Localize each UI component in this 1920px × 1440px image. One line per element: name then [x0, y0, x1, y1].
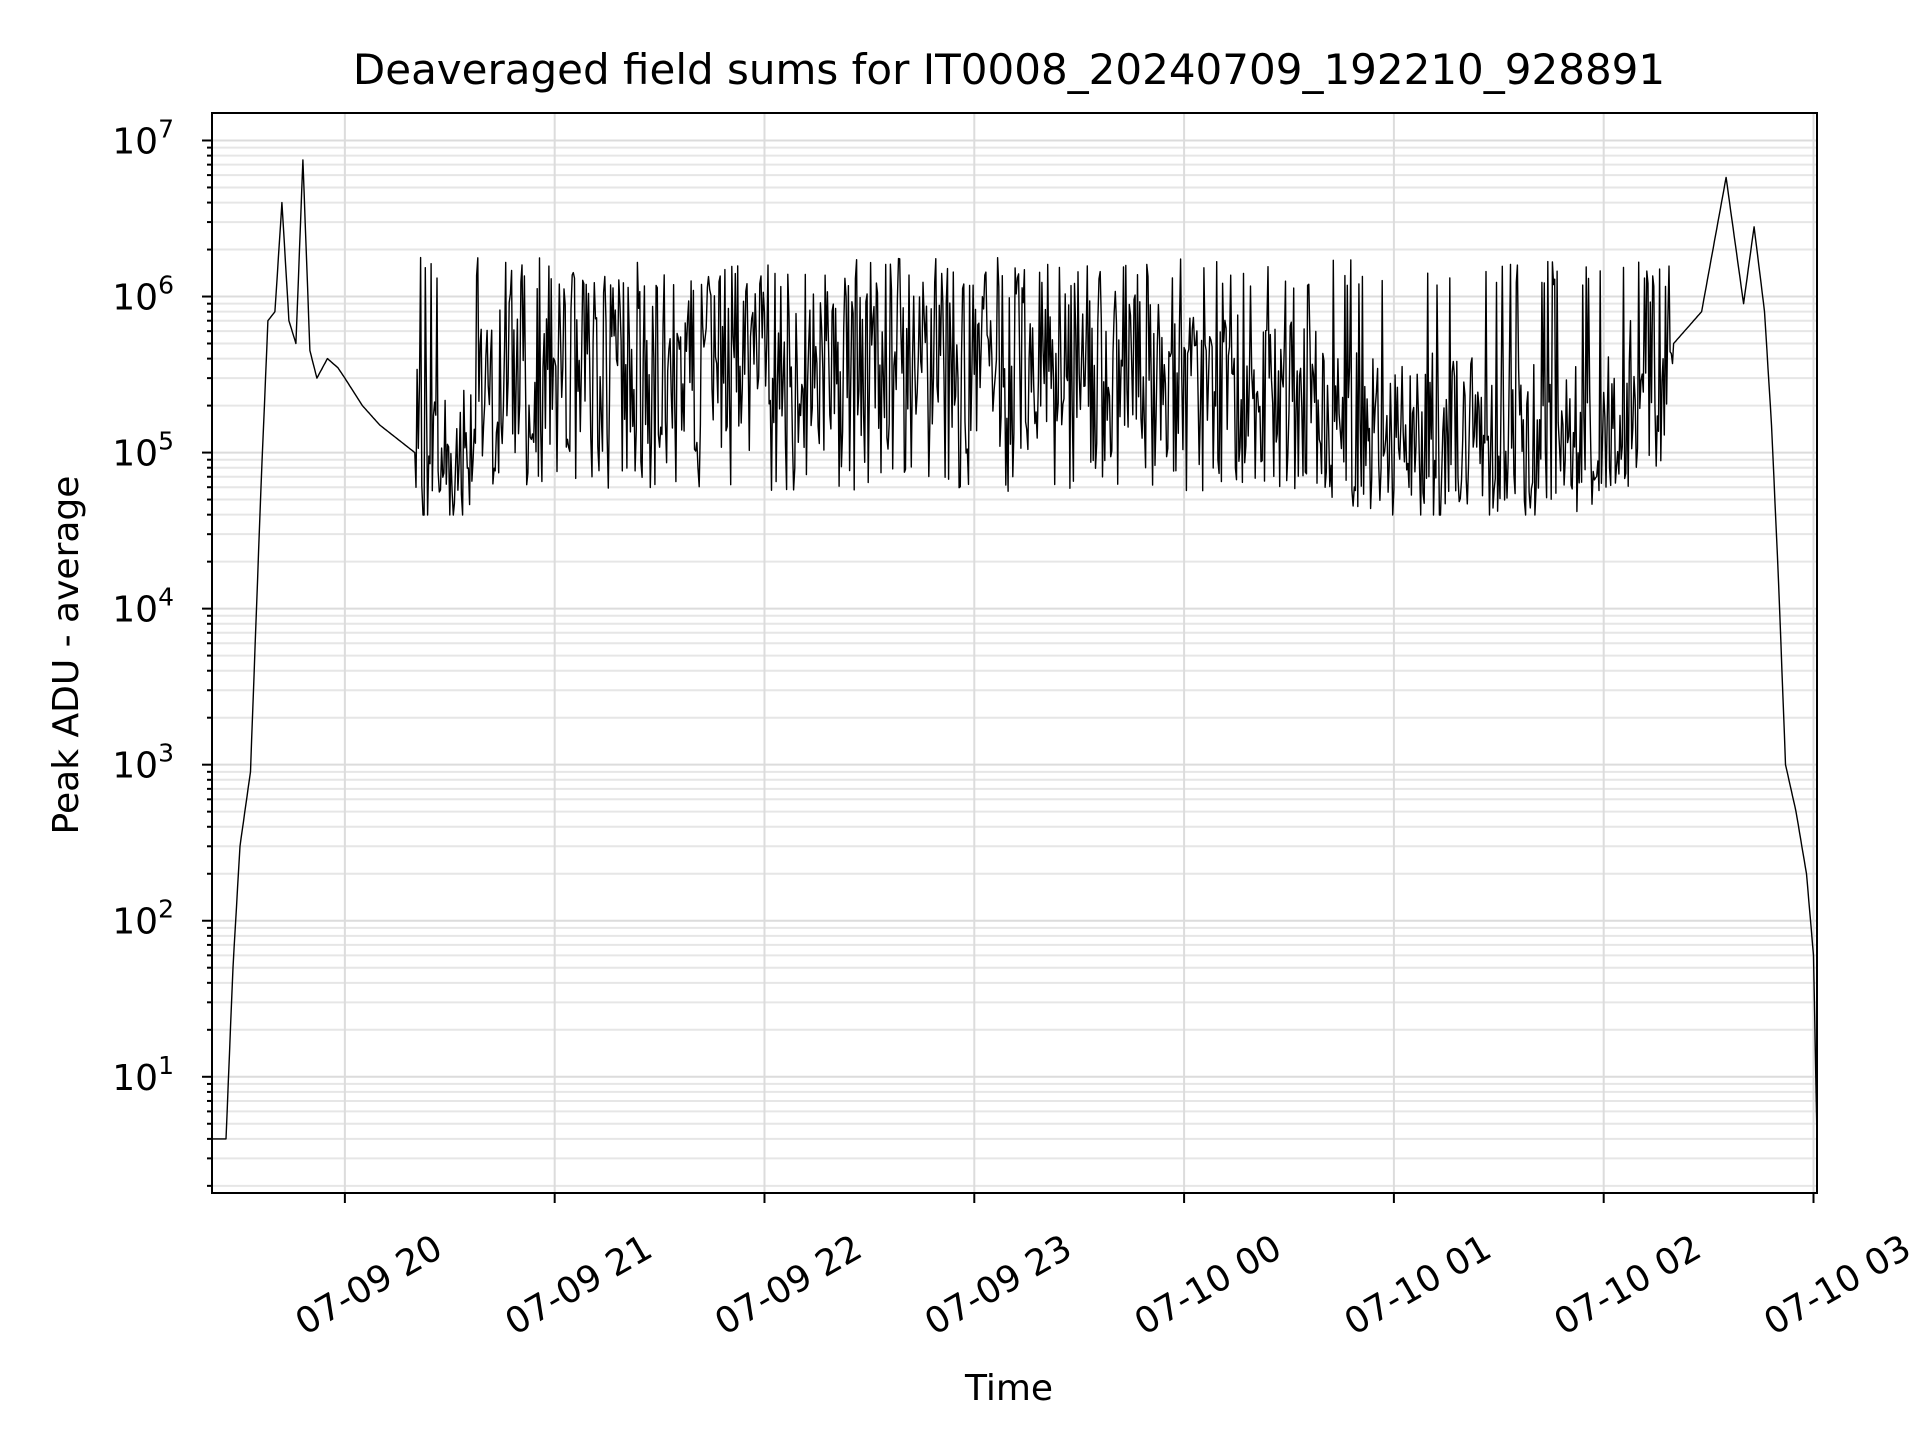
plot-frame: [211, 112, 1818, 1194]
series: [212, 159, 1818, 1140]
grid: [212, 113, 1817, 1193]
y-axis: 101 102 103 104 105 106 107: [112, 114, 212, 1187]
chart-title: Deaveraged field sums for IT0008_2024070…: [353, 45, 1665, 94]
y-tick-label: 103: [112, 739, 174, 787]
y-axis-label: Peak ADU - average: [46, 476, 87, 835]
y-tick-label: 106: [112, 271, 174, 319]
series-line: [212, 159, 1818, 1140]
y-tick-label: 101: [112, 1051, 174, 1099]
x-axis-label: Time: [964, 1368, 1053, 1409]
y-tick-label: 107: [112, 114, 174, 162]
y-tick-label: 102: [112, 895, 174, 943]
y-tick-label: 104: [112, 583, 174, 631]
y-tick-label: 105: [112, 427, 174, 475]
